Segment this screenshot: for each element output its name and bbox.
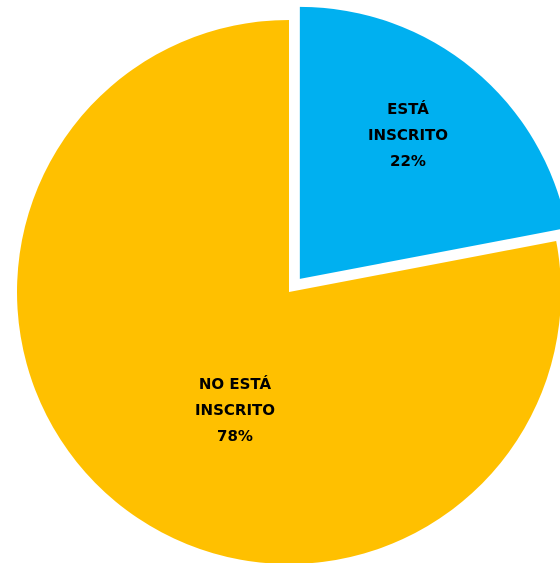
data-label: ESTÁ INSCRITO 22% bbox=[356, 96, 460, 174]
pie-slice bbox=[17, 20, 560, 563]
data-label: NO ESTÁ INSCRITO 78% bbox=[183, 371, 287, 449]
value-label: 78% bbox=[217, 427, 253, 445]
value-label: 22% bbox=[390, 152, 426, 170]
pie-slice bbox=[299, 6, 560, 279]
category-label: NO ESTÁ INSCRITO bbox=[194, 375, 276, 419]
category-label: ESTÁ INSCRITO bbox=[367, 100, 449, 144]
